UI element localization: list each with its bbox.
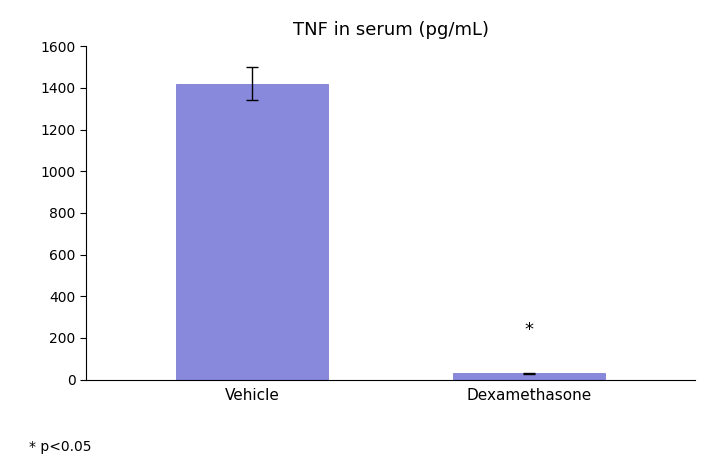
Text: *: * [525, 321, 533, 339]
Title: TNF in serum (pg/mL): TNF in serum (pg/mL) [293, 21, 489, 39]
Bar [176, 84, 328, 380]
Text: * p<0.05: * p<0.05 [29, 440, 91, 454]
Bar [453, 373, 605, 380]
